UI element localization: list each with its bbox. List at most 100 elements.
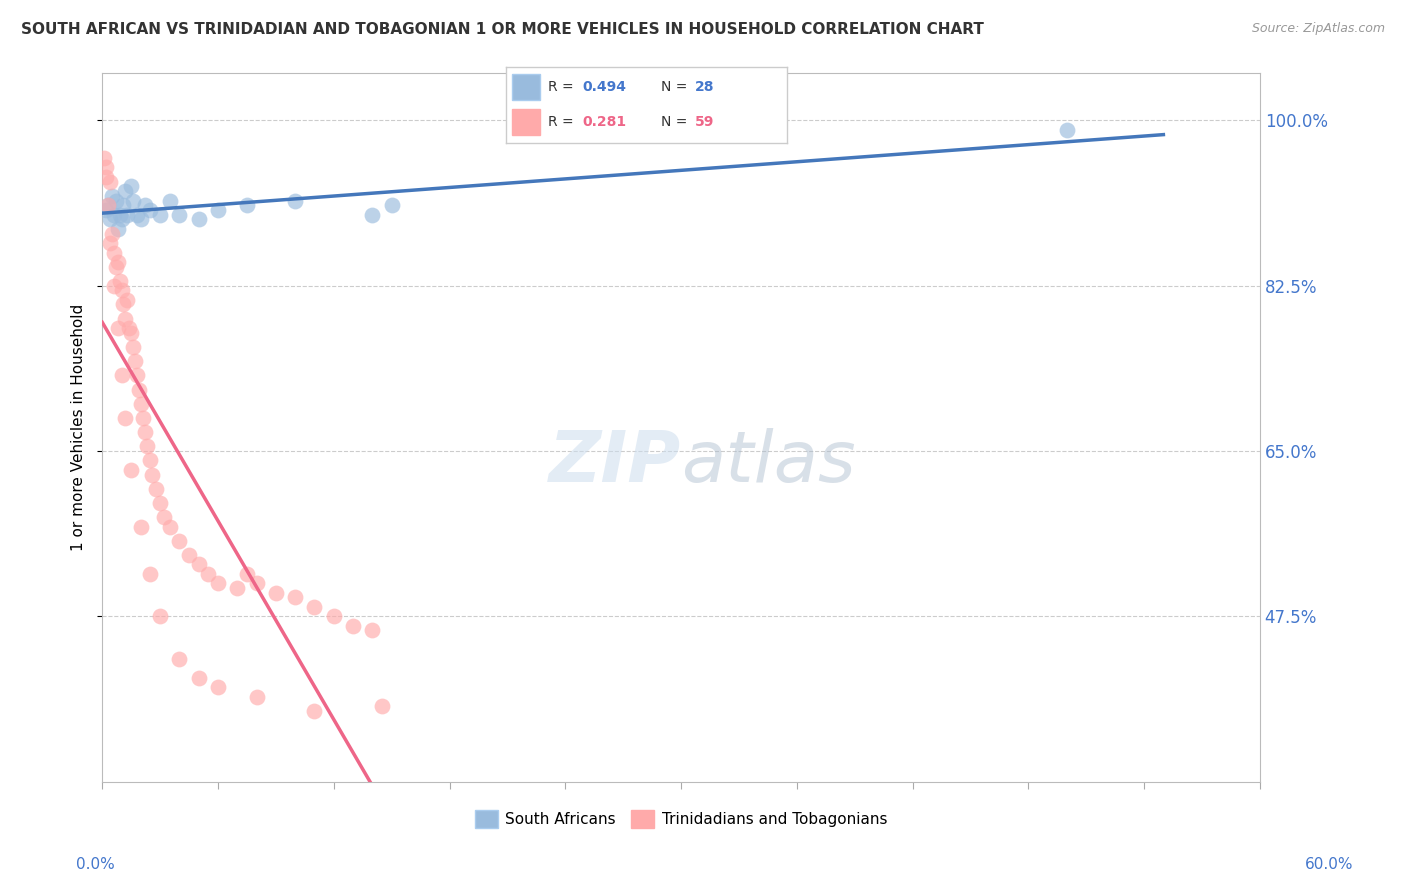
Point [264, 585, 287, 599]
Text: R =: R = [548, 80, 578, 95]
Text: 0.281: 0.281 [582, 115, 626, 129]
Bar [512, 110, 540, 136]
Point [149, 609, 172, 624]
Point [177, 548, 200, 562]
Point [134, 425, 156, 439]
Point [149, 208, 172, 222]
Point [94, 161, 117, 175]
Text: Source: ZipAtlas.com: Source: ZipAtlas.com [1251, 22, 1385, 36]
Text: R =: R = [548, 115, 578, 129]
Point [304, 704, 326, 718]
Text: atlas: atlas [681, 428, 856, 497]
Point [361, 208, 384, 222]
Point [122, 340, 145, 354]
Point [284, 591, 307, 605]
Text: 0.0%: 0.0% [76, 857, 115, 872]
Point [101, 227, 124, 241]
Point [125, 368, 148, 383]
Point [284, 194, 307, 208]
Point [169, 533, 191, 548]
Point [169, 652, 191, 666]
Text: 60.0%: 60.0% [1305, 857, 1353, 872]
Point [98, 235, 121, 250]
Point [104, 194, 127, 208]
Point [93, 151, 115, 165]
Point [98, 175, 121, 189]
Point [110, 283, 132, 297]
Point [187, 212, 209, 227]
Point [207, 202, 229, 217]
Point [118, 321, 141, 335]
Legend: South Africans, Trinidadians and Tobagonians: South Africans, Trinidadians and Tobagon… [468, 804, 893, 834]
Point [97, 198, 120, 212]
Point [245, 690, 267, 704]
Point [129, 397, 152, 411]
Point [97, 198, 120, 212]
Point [110, 368, 132, 383]
Point [125, 208, 148, 222]
Point [107, 321, 129, 335]
Point [149, 496, 172, 510]
Point [187, 671, 209, 685]
Text: 59: 59 [695, 115, 714, 129]
Point [141, 467, 163, 482]
Point [103, 245, 125, 260]
Point [94, 169, 117, 184]
Point [207, 576, 229, 591]
Point [342, 619, 364, 633]
Point [104, 260, 127, 274]
Point [108, 274, 131, 288]
Point [169, 208, 191, 222]
Text: N =: N = [661, 80, 692, 95]
Point [120, 326, 142, 340]
Point [98, 212, 121, 227]
Point [112, 198, 135, 212]
Point [107, 222, 129, 236]
Text: 28: 28 [695, 80, 714, 95]
Point [94, 202, 117, 217]
Point [103, 208, 125, 222]
Point [139, 202, 162, 217]
Point [117, 208, 139, 222]
Point [120, 179, 142, 194]
Point [134, 198, 156, 212]
Text: 0.494: 0.494 [582, 80, 626, 95]
Point [101, 189, 124, 203]
Point [197, 566, 219, 581]
Point [371, 699, 394, 714]
Point [110, 212, 132, 227]
Text: ZIP: ZIP [548, 428, 681, 497]
Point [114, 184, 136, 198]
Point [226, 581, 249, 595]
Point [120, 463, 142, 477]
Point [153, 510, 176, 524]
Point [236, 198, 259, 212]
Point [128, 383, 150, 397]
Y-axis label: 1 or more Vehicles in Household: 1 or more Vehicles in Household [72, 303, 86, 551]
Point [159, 519, 181, 533]
Point [1056, 122, 1078, 136]
Point [114, 311, 136, 326]
Point [124, 354, 146, 368]
Point [114, 410, 136, 425]
Point [159, 194, 181, 208]
Point [108, 208, 131, 222]
Text: N =: N = [661, 115, 692, 129]
Point [132, 410, 155, 425]
Point [304, 599, 326, 614]
Point [129, 519, 152, 533]
Point [117, 293, 139, 307]
Point [139, 566, 162, 581]
Point [122, 194, 145, 208]
Point [381, 198, 404, 212]
Point [139, 453, 162, 467]
Point [207, 680, 229, 694]
Point [236, 566, 259, 581]
Text: SOUTH AFRICAN VS TRINIDADIAN AND TOBAGONIAN 1 OR MORE VEHICLES IN HOUSEHOLD CORR: SOUTH AFRICAN VS TRINIDADIAN AND TOBAGON… [21, 22, 984, 37]
Point [245, 576, 267, 591]
Point [103, 278, 125, 293]
Point [361, 624, 384, 638]
Point [322, 609, 344, 624]
Point [187, 558, 209, 572]
Point [112, 297, 135, 311]
